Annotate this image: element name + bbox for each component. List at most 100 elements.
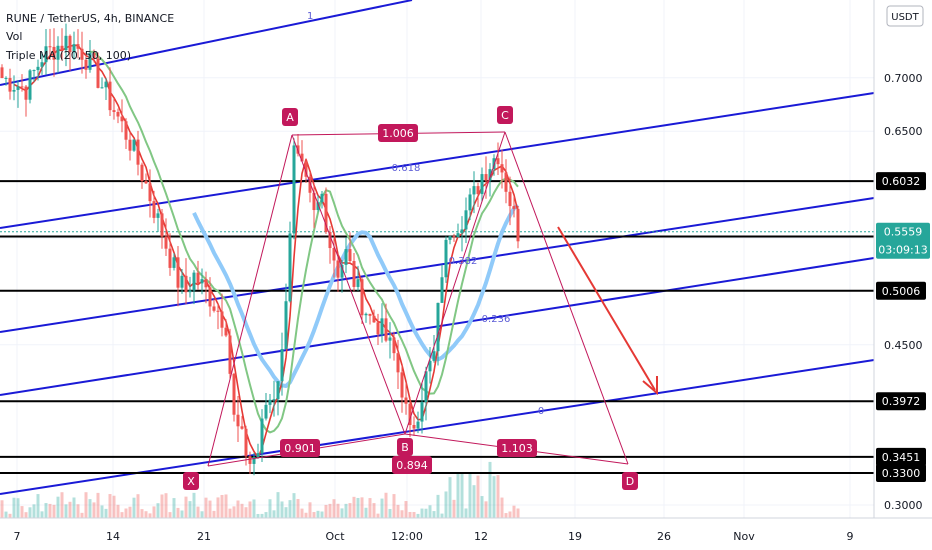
candle-body bbox=[236, 414, 240, 427]
volume-bar bbox=[220, 494, 224, 518]
volume-bar bbox=[172, 498, 176, 518]
ratio-badge bbox=[280, 439, 320, 457]
candle-body bbox=[68, 35, 72, 53]
candle-body bbox=[172, 257, 176, 268]
time-axis[interactable] bbox=[0, 518, 874, 550]
volume-bar bbox=[280, 501, 284, 518]
volume-bar bbox=[308, 502, 312, 518]
time-axis-ticks: 7 14 21 Oct 12:00 12 19 26 Nov 9 bbox=[14, 530, 854, 543]
symbol-title: RUNE / TetherUS, 4h, BINANCE bbox=[6, 12, 174, 25]
candle-body bbox=[280, 348, 284, 382]
candle-body bbox=[392, 337, 396, 354]
candle-body bbox=[324, 193, 328, 233]
candle-body bbox=[48, 46, 52, 48]
ratio-label: 1.006 bbox=[382, 127, 414, 140]
volume-indicator-label[interactable]: Vol bbox=[6, 30, 22, 43]
candle-body bbox=[352, 261, 356, 287]
candle-body bbox=[168, 248, 172, 268]
channel-line bbox=[0, 197, 875, 333]
candle-body bbox=[300, 153, 304, 162]
volume-bar bbox=[412, 512, 416, 518]
volume-bar bbox=[472, 485, 476, 518]
candle-body bbox=[140, 164, 144, 182]
candle-body bbox=[440, 277, 444, 303]
triple-ma-label[interactable]: Triple MA (20, 50, 100) bbox=[5, 49, 131, 62]
fib-label: 0 bbox=[538, 406, 544, 417]
volume-bar bbox=[440, 513, 444, 518]
candle-body bbox=[328, 232, 332, 249]
plot-area[interactable] bbox=[0, 0, 874, 518]
channel-line bbox=[0, 359, 875, 495]
pattern-leg bbox=[404, 131, 506, 435]
candle-body bbox=[460, 229, 464, 234]
candle-body bbox=[96, 58, 100, 88]
candle-body bbox=[336, 260, 340, 278]
volume-bar bbox=[316, 510, 320, 518]
channel-line bbox=[0, 0, 413, 86]
volume-bar bbox=[48, 503, 52, 518]
candle-body bbox=[504, 172, 508, 192]
volume-bar bbox=[420, 508, 424, 518]
candle-body bbox=[464, 210, 468, 230]
volume-bar bbox=[236, 500, 240, 518]
volume-bar bbox=[68, 501, 72, 518]
volume-bar bbox=[152, 506, 156, 518]
candle-body bbox=[400, 372, 404, 398]
volume-bar bbox=[400, 510, 404, 518]
candle-body bbox=[204, 279, 208, 288]
candle-body bbox=[104, 81, 108, 88]
candle-body bbox=[44, 46, 48, 63]
volume-bar bbox=[380, 498, 384, 518]
candle-body bbox=[512, 206, 516, 209]
time-tick-label: 7 bbox=[14, 530, 21, 543]
volume-bar bbox=[252, 499, 256, 518]
ratio-label: 0.894 bbox=[396, 459, 428, 472]
candle-body bbox=[32, 70, 36, 72]
candle-body bbox=[288, 233, 292, 302]
candle-body bbox=[432, 351, 436, 361]
candle-body bbox=[84, 59, 88, 70]
candle-body bbox=[308, 176, 312, 193]
fib-labels: 0.618 0.382 0.236 0 bbox=[392, 163, 545, 417]
volume-bar bbox=[52, 504, 56, 518]
candlesticks bbox=[0, 23, 520, 476]
volume-bar bbox=[164, 493, 168, 518]
volume-bar bbox=[76, 504, 80, 518]
volume-bar bbox=[268, 499, 272, 518]
volume-bar bbox=[352, 496, 356, 518]
candle-body bbox=[200, 279, 204, 284]
volume-bar bbox=[4, 511, 8, 518]
candle-body bbox=[60, 45, 64, 51]
volume-bar bbox=[156, 503, 160, 518]
current-price-tag bbox=[876, 222, 930, 259]
volume-bar bbox=[484, 501, 488, 518]
currency-button-label: USDT bbox=[891, 12, 919, 23]
volume-bar bbox=[260, 513, 264, 518]
volume-bar bbox=[40, 511, 44, 518]
volume-bar bbox=[392, 494, 396, 518]
channel-label: 1 bbox=[307, 11, 313, 22]
candle-body bbox=[208, 287, 212, 307]
candle-body bbox=[8, 77, 12, 92]
volume-bar bbox=[208, 500, 212, 518]
candle-body bbox=[276, 381, 280, 400]
volume-bar bbox=[492, 476, 496, 518]
volume-bar bbox=[304, 512, 308, 518]
ma50-line bbox=[89, 50, 519, 434]
candle-body bbox=[488, 169, 492, 181]
candle-body bbox=[372, 315, 376, 323]
currency-button[interactable]: USDT bbox=[886, 5, 924, 27]
volume-bar bbox=[56, 496, 60, 518]
volume-bar bbox=[16, 498, 20, 518]
volume-bar bbox=[504, 513, 508, 518]
candle-body bbox=[344, 249, 348, 265]
candle-body bbox=[304, 161, 308, 177]
price-tag-value: 0.6032 bbox=[882, 175, 921, 188]
candle-body bbox=[416, 421, 420, 429]
volume-bar bbox=[248, 501, 252, 518]
candle-body bbox=[188, 290, 192, 293]
volume-bar bbox=[212, 510, 216, 518]
ratio-badge bbox=[497, 439, 537, 457]
volume-bar bbox=[292, 493, 296, 518]
